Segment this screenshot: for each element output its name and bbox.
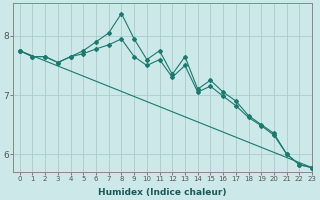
X-axis label: Humidex (Indice chaleur): Humidex (Indice chaleur): [99, 188, 227, 197]
